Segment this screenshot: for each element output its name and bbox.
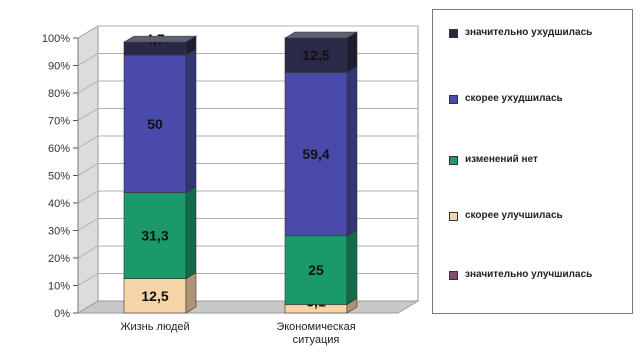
- legend-label: скорее улучшилась: [465, 210, 563, 221]
- legend-label: скорее ухудшилась: [465, 93, 563, 104]
- y-tick-label: 50%: [48, 171, 70, 183]
- y-tick-label: 70%: [48, 116, 70, 128]
- y-tick-label: 40%: [48, 198, 70, 210]
- y-tick-label: 60%: [48, 143, 70, 155]
- bar-front: [123, 278, 187, 314]
- y-tick-label: 0%: [54, 308, 70, 320]
- bar-front: [123, 192, 187, 279]
- bar-data-label: 59,4: [302, 146, 329, 162]
- gridline: [77, 25, 418, 39]
- bar-segment: 31,3: [123, 186, 197, 280]
- y-tick-label: 10%: [48, 281, 70, 293]
- legend-swatch: [449, 271, 458, 280]
- bars: 12,531,3504,73,12559,412,5: [122, 31, 359, 314]
- bar-top: [122, 35, 198, 43]
- bar-segment: 50: [123, 48, 197, 194]
- y-axis-ticks: 0% 10% 20% 30% 40% 50% 60% 70% 80% 90% 100%: [42, 33, 79, 320]
- bar-segment: 59,4: [284, 65, 358, 237]
- bar-front: [284, 235, 348, 305]
- category-label: Экономическая ситуация: [276, 321, 355, 346]
- bar-side: [185, 272, 197, 314]
- bar-data-label: 50: [147, 116, 163, 132]
- legend-label: значительно улучшилась: [465, 269, 593, 280]
- legend-label: изменений нет: [465, 154, 538, 165]
- bar-side: [185, 186, 197, 280]
- bar-data-label: 12,5: [302, 47, 329, 63]
- y-tick-label: 90%: [48, 61, 70, 73]
- bar-front: [284, 37, 348, 73]
- bar-data-label: 31,3: [141, 228, 168, 244]
- y-tick-label: 80%: [48, 88, 70, 100]
- bar-segment: 12,5: [123, 272, 197, 314]
- bar-data-label: 25: [308, 262, 324, 278]
- bar-front: [284, 72, 348, 237]
- legend-swatch: [449, 29, 458, 38]
- legend-swatch: [449, 95, 458, 104]
- y-tick-label: 30%: [48, 226, 70, 238]
- bar-segment: 12,5: [284, 31, 358, 73]
- legend-swatch: [449, 156, 458, 165]
- category-labels: Жизнь людей Экономическая ситуация: [120, 321, 355, 346]
- bar-side: [346, 65, 358, 237]
- legend: значительно ухудшилась скорее ухудшилась и…: [432, 9, 633, 314]
- bar-side: [185, 48, 197, 194]
- bar-front: [123, 54, 187, 193]
- bar-side: [346, 31, 358, 73]
- category-label: Жизнь людей: [120, 321, 189, 333]
- bar-side: [346, 229, 358, 306]
- legend-label: значительно ухудшилась: [465, 27, 593, 38]
- y-tick-label: 100%: [42, 33, 70, 45]
- legend-swatch: [449, 212, 458, 221]
- bar-data-label: 12,5: [141, 288, 168, 304]
- bar-top: [283, 31, 359, 39]
- bar-segment: 25: [284, 229, 358, 306]
- y-tick-label: 20%: [48, 253, 70, 265]
